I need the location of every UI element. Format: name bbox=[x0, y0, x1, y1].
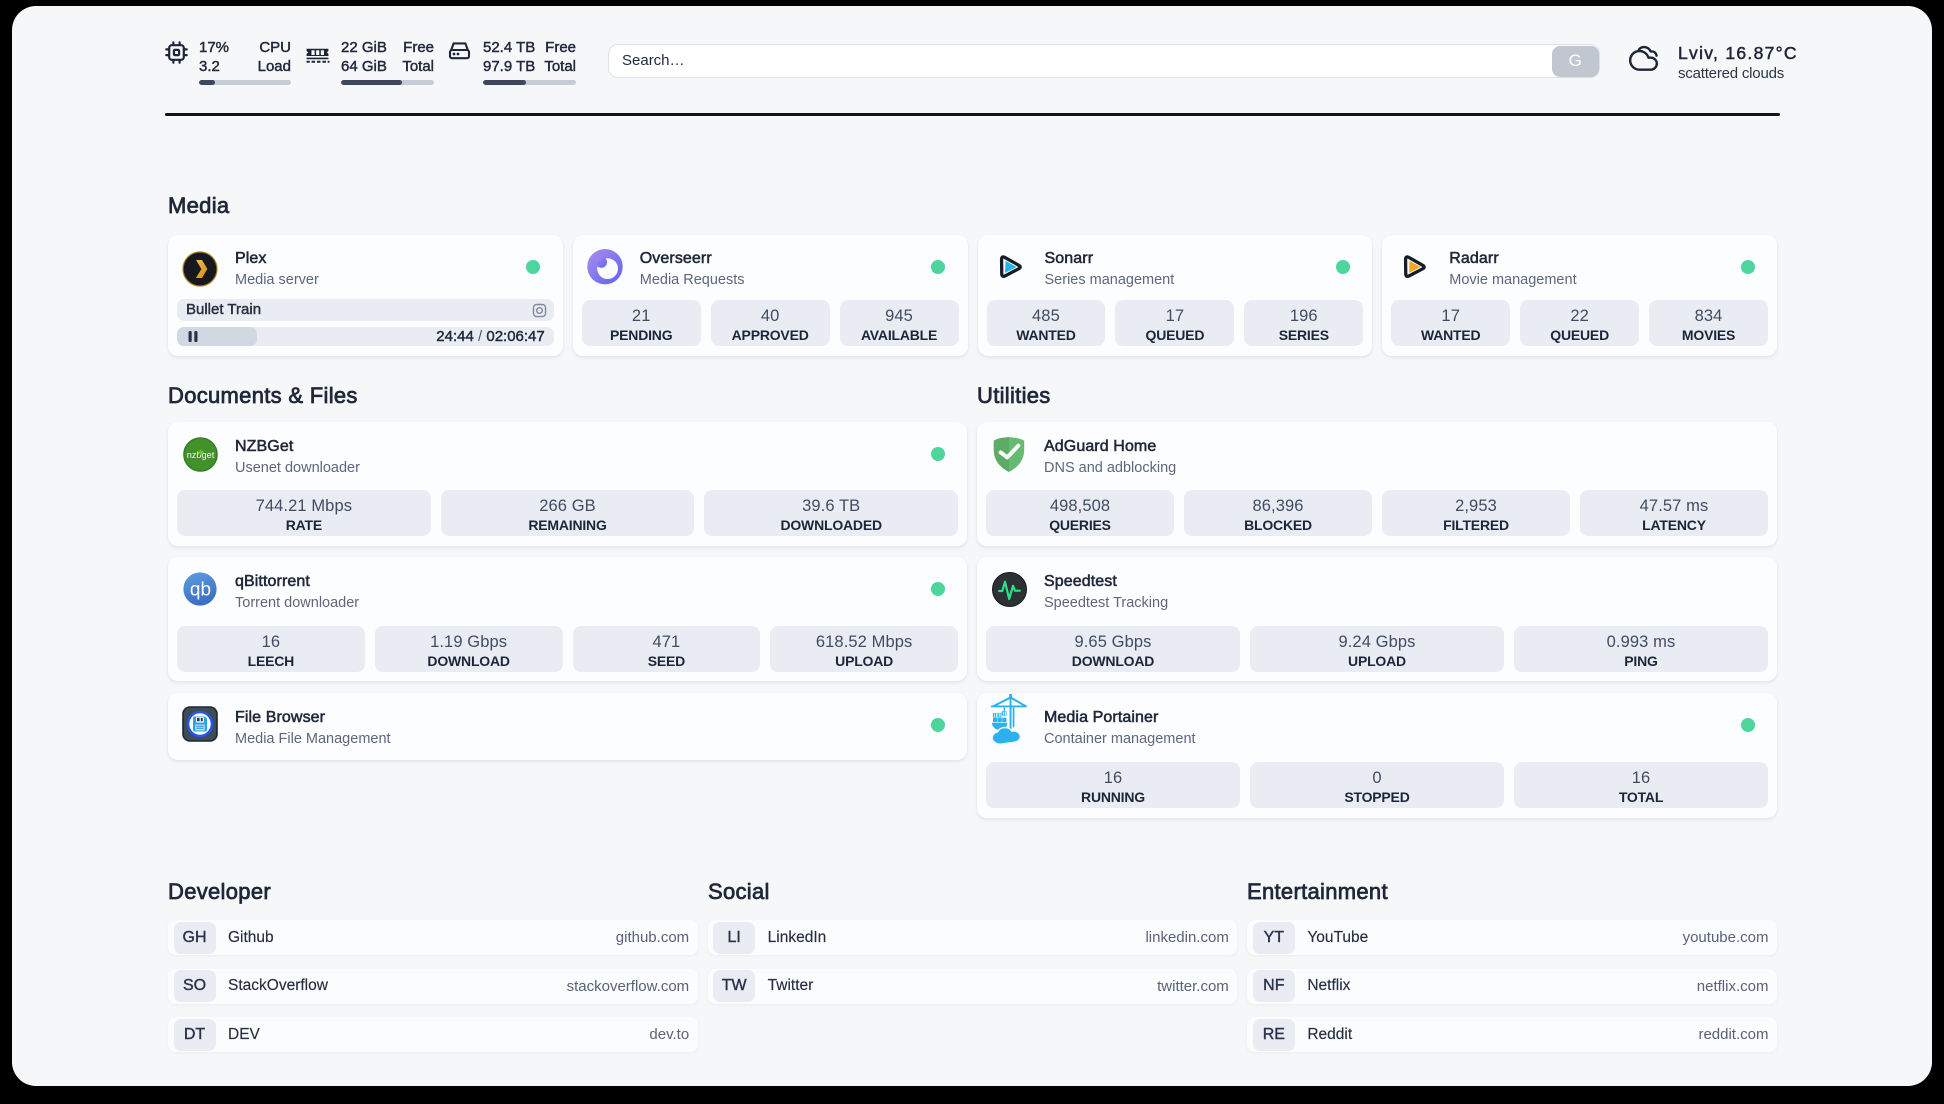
svg-text:qb: qb bbox=[190, 580, 211, 601]
svg-text:nzbget: nzbget bbox=[186, 450, 214, 460]
